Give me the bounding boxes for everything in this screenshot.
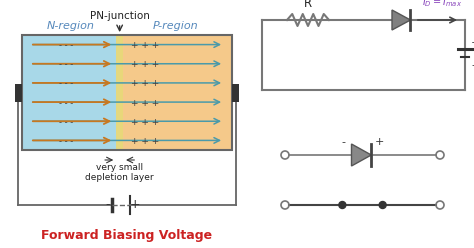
Bar: [22, 35, 119, 150]
Text: -: -: [106, 198, 110, 212]
Text: - - -: - - -: [59, 99, 73, 108]
Text: N-region: N-region: [47, 21, 95, 31]
Text: PN-junction: PN-junction: [90, 11, 150, 21]
Text: +: +: [130, 198, 140, 212]
Text: + + +: + + +: [131, 79, 159, 89]
Text: -: -: [341, 137, 346, 147]
Text: R: R: [304, 0, 312, 10]
Text: - - -: - - -: [59, 118, 73, 127]
Bar: [119, 35, 232, 150]
Text: - - -: - - -: [59, 137, 73, 146]
Text: very small
depletion layer: very small depletion layer: [85, 163, 154, 182]
Text: Forward Biasing Voltage: Forward Biasing Voltage: [41, 229, 212, 242]
Bar: [15, 84, 22, 101]
Bar: [116, 35, 123, 150]
Text: +: +: [375, 137, 384, 147]
Bar: [232, 84, 239, 101]
Polygon shape: [352, 144, 371, 166]
Circle shape: [379, 201, 386, 209]
Text: -: -: [471, 60, 474, 70]
Text: - - -: - - -: [59, 60, 73, 69]
Text: - - -: - - -: [59, 41, 73, 50]
Text: + + +: + + +: [131, 99, 159, 108]
Text: +: +: [471, 38, 474, 48]
Text: + + +: + + +: [131, 41, 159, 50]
Text: $I_D = I_{max}$: $I_D = I_{max}$: [422, 0, 462, 9]
Circle shape: [339, 201, 346, 209]
Text: - - -: - - -: [59, 79, 73, 89]
Text: + + +: + + +: [131, 118, 159, 127]
Bar: [22, 35, 232, 150]
Text: + + +: + + +: [131, 60, 159, 69]
Text: P-region: P-region: [153, 21, 199, 31]
Text: + + +: + + +: [131, 137, 159, 146]
Polygon shape: [392, 10, 410, 30]
